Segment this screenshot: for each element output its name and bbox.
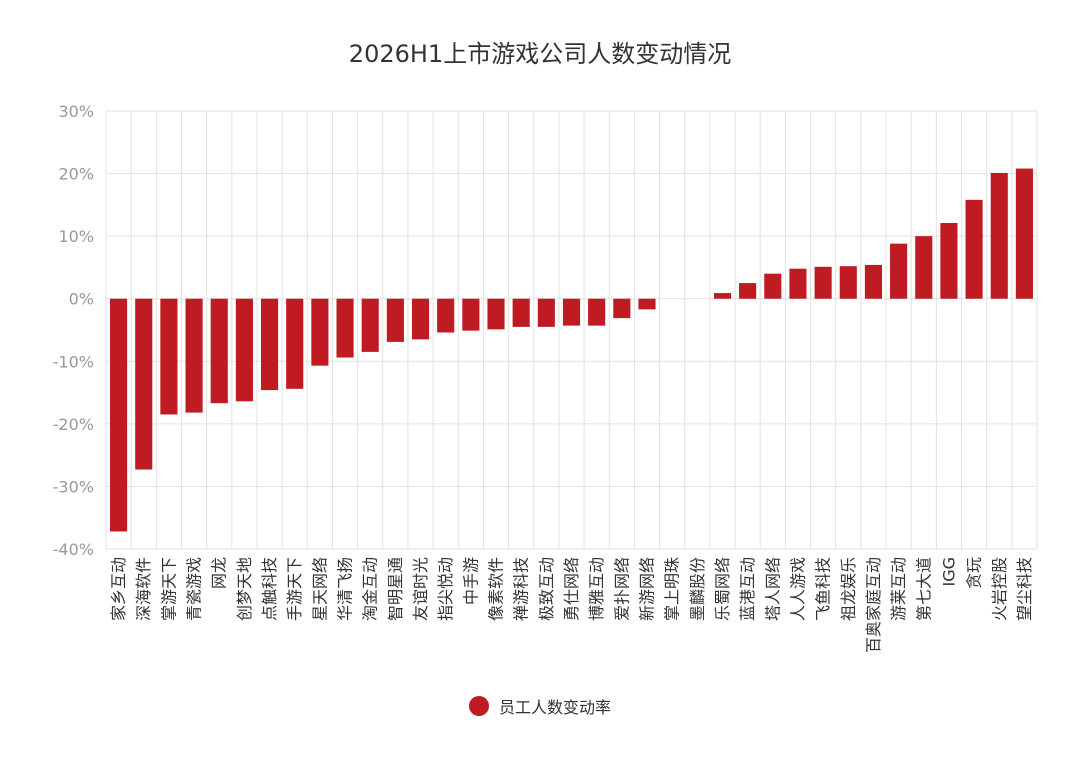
bar[interactable] [537,298,555,327]
x-category-label: 爱扑网络 [612,557,631,621]
x-category-label: 塔人网络 [763,557,782,621]
x-category-label: 望尘科技 [1015,557,1034,621]
x-category-label: 淘金互动 [361,557,380,621]
bar[interactable] [462,298,480,331]
x-category-label: 新游网络 [637,557,656,621]
legend-swatch-icon [468,696,489,716]
bar[interactable] [311,298,329,366]
bar[interactable] [286,298,304,389]
x-category-label: 指尖悦动 [436,557,455,621]
bar[interactable] [110,298,128,532]
x-category-label: 极致互动 [537,557,556,621]
y-tick-label: 0% [69,290,94,309]
x-category-label: 友谊时光 [411,557,430,621]
bar[interactable] [386,298,404,342]
bar[interactable] [764,273,782,299]
bar[interactable] [487,298,505,330]
bar[interactable] [562,298,581,326]
y-tick-label: -20% [53,415,94,434]
x-category-label: 掌游天下 [159,557,178,621]
bar[interactable] [588,298,606,326]
bar[interactable] [789,268,807,299]
bar[interactable] [638,298,656,310]
bar[interactable] [990,172,1008,299]
x-category-label: IGG [939,557,958,587]
bar[interactable] [260,298,279,391]
x-category-label: 网龙 [210,557,229,589]
x-category-label: 飞鱼科技 [814,557,833,621]
x-category-label: 掌上明珠 [663,557,682,621]
x-category-label: 博雅互动 [587,557,606,621]
bar[interactable] [839,266,857,299]
x-category-label: 第七大道 [914,557,933,621]
x-category-label: 深海软件 [134,557,153,621]
x-category-label: 家乡互动 [109,557,128,621]
x-category-label: 像素软件 [487,557,506,621]
x-category-label: 贪玩 [965,557,984,589]
bar[interactable] [864,264,883,299]
x-category-label: 华清飞扬 [336,557,355,621]
bar[interactable] [160,298,178,415]
x-category-label: 墨麟股份 [688,557,707,621]
x-category-label: 勇仕网络 [562,557,581,621]
x-category-label: 百奥家庭互动 [864,557,883,653]
bar[interactable] [613,298,631,319]
bar[interactable] [411,298,430,340]
x-category-label: 祖龙娱乐 [839,557,858,621]
x-category-label: 点触科技 [260,557,279,621]
y-axis-tick-labels: -40% -30% -20% -10% 0% 10% 20% 30% [53,102,94,559]
x-category-label: 中手游 [461,557,480,605]
legend[interactable]: 员工人数变动率 [0,694,1080,718]
bar[interactable] [361,298,379,352]
x-category-label: 游莱互动 [889,557,908,621]
grid-lines [105,110,1038,550]
x-category-label: 创梦天地 [235,557,254,621]
bar[interactable] [185,298,203,413]
bar[interactable] [210,298,228,404]
x-category-label: 星天网络 [310,557,329,621]
x-axis-category-labels: 家乡互动 深海软件 掌游天下 青瓷游戏 网龙 创梦天地 点触科技 手游天下 星天网络 华清飞扬 淘金… [109,557,1034,653]
y-tick-label: -10% [53,352,94,371]
bar[interactable] [512,298,530,327]
bar[interactable] [1015,168,1033,299]
x-category-label: 智明星通 [386,557,405,621]
bar[interactable] [135,298,153,470]
x-category-label: 手游天下 [285,557,304,621]
x-category-label: 乐蜀网络 [713,557,732,621]
bar[interactable] [713,293,732,299]
y-tick-label: -30% [53,477,94,496]
bar[interactable] [890,243,908,299]
bar[interactable] [739,283,757,299]
bar[interactable] [940,223,958,299]
x-category-label: 禅游科技 [512,557,531,621]
y-tick-label: 20% [58,165,94,184]
bar[interactable] [965,199,983,299]
x-category-label: 火岩控股 [990,557,1009,621]
x-category-label: 人人游戏 [788,557,807,621]
x-category-label: 蓝港互动 [738,557,757,621]
y-tick-label: 30% [58,102,94,121]
y-tick-label: -40% [53,540,94,559]
y-tick-label: 10% [58,227,94,246]
bar[interactable] [437,298,455,333]
bars [110,168,1033,532]
bar[interactable] [235,298,253,402]
legend-label: 员工人数变动率 [498,698,611,717]
bar[interactable] [915,236,933,299]
chart-title: 2026H1上市游戏公司人数变动情况 [348,40,732,68]
x-category-label: 青瓷游戏 [185,557,204,621]
bar[interactable] [814,266,832,299]
bar[interactable] [336,298,354,358]
